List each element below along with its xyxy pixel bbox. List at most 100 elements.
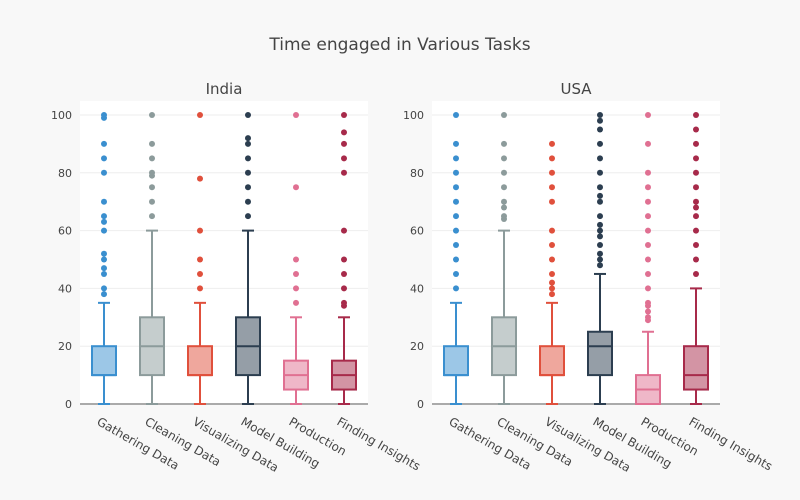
outlier-point xyxy=(549,270,555,277)
box-iqr xyxy=(91,345,117,377)
outlier-point xyxy=(197,175,203,182)
outlier-point xyxy=(645,198,651,205)
outlier-point xyxy=(549,169,555,176)
outlier-point xyxy=(597,213,603,220)
outlier-point xyxy=(341,270,347,277)
y-tick-label: 40 xyxy=(58,282,72,295)
outlier-point xyxy=(549,285,555,292)
outlier-point xyxy=(101,218,107,225)
outlier-point xyxy=(149,169,155,176)
outlier-point xyxy=(341,112,347,118)
outlier-point xyxy=(501,155,507,162)
outlier-point xyxy=(101,285,107,292)
outlier-point xyxy=(101,198,107,205)
chart-title: Time engaged in Various Tasks xyxy=(268,35,530,55)
outlier-point xyxy=(645,242,651,249)
outlier-point xyxy=(693,112,699,118)
outlier-point xyxy=(597,198,603,205)
outlier-point xyxy=(293,256,299,263)
outlier-point xyxy=(597,227,603,234)
outlier-point xyxy=(597,262,603,269)
outlier-point xyxy=(645,256,651,263)
outlier-point xyxy=(645,169,651,176)
outlier-point xyxy=(645,112,651,118)
outlier-point xyxy=(597,256,603,263)
outlier-point xyxy=(501,184,507,191)
outlier-point xyxy=(501,169,507,176)
outlier-point xyxy=(693,140,699,147)
outlier-point xyxy=(501,140,507,147)
y-tick-label: 20 xyxy=(58,340,72,353)
outlier-point xyxy=(101,169,107,176)
subplot-title: USA xyxy=(560,80,592,98)
outlier-point xyxy=(101,250,107,257)
outlier-point xyxy=(597,221,603,228)
outlier-point xyxy=(245,198,251,205)
outlier-point xyxy=(453,213,459,220)
box-iqr xyxy=(683,345,709,391)
outlier-point xyxy=(101,112,107,118)
outlier-point xyxy=(597,250,603,257)
outlier-point xyxy=(101,270,107,277)
outlier-point xyxy=(645,285,651,292)
outlier-point xyxy=(197,270,203,277)
outlier-point xyxy=(645,227,651,234)
outlier-point xyxy=(101,265,107,272)
outlier-point xyxy=(101,256,107,263)
y-tick-label: 100 xyxy=(403,109,424,122)
outlier-point xyxy=(693,155,699,162)
outlier-point xyxy=(597,117,603,124)
outlier-point xyxy=(501,213,507,220)
plot-area xyxy=(432,101,720,405)
outlier-point xyxy=(453,140,459,147)
outlier-point xyxy=(597,126,603,133)
outlier-point xyxy=(197,112,203,118)
subplot-title: India xyxy=(206,80,243,98)
outlier-point xyxy=(453,198,459,205)
outlier-point xyxy=(149,213,155,220)
outlier-point xyxy=(645,314,651,321)
outlier-point xyxy=(597,155,603,162)
outlier-point xyxy=(149,112,155,118)
outlier-point xyxy=(597,242,603,249)
outlier-point xyxy=(549,227,555,234)
y-tick-label: 60 xyxy=(58,225,72,238)
outlier-point xyxy=(549,279,555,286)
outlier-point xyxy=(149,140,155,147)
outlier-point xyxy=(453,169,459,176)
outlier-point xyxy=(597,112,603,118)
outlier-point xyxy=(245,169,251,176)
outlier-point xyxy=(149,184,155,191)
outlier-point xyxy=(645,184,651,191)
outlier-point xyxy=(693,198,699,205)
outlier-point xyxy=(245,155,251,162)
outlier-point xyxy=(693,227,699,234)
outlier-point xyxy=(549,184,555,191)
outlier-point xyxy=(245,213,251,220)
outlier-point xyxy=(101,140,107,147)
outlier-point xyxy=(341,256,347,263)
y-tick-label: 80 xyxy=(58,167,72,180)
outlier-point xyxy=(341,285,347,292)
outlier-point xyxy=(245,140,251,147)
box-iqr xyxy=(187,345,213,377)
outlier-point xyxy=(341,155,347,162)
outlier-point xyxy=(693,213,699,220)
outlier-point xyxy=(693,184,699,191)
outlier-point xyxy=(293,112,299,118)
outlier-point xyxy=(453,285,459,292)
outlier-point xyxy=(245,135,251,142)
outlier-point xyxy=(597,233,603,240)
outlier-point xyxy=(149,155,155,162)
outlier-point xyxy=(549,155,555,162)
outlier-point xyxy=(693,256,699,263)
y-tick-label: 40 xyxy=(410,282,424,295)
outlier-point xyxy=(597,140,603,147)
outlier-point xyxy=(453,184,459,191)
outlier-point xyxy=(453,270,459,277)
outlier-point xyxy=(341,169,347,176)
outlier-point xyxy=(501,112,507,118)
outlier-point xyxy=(197,227,203,234)
y-tick-label: 20 xyxy=(410,340,424,353)
